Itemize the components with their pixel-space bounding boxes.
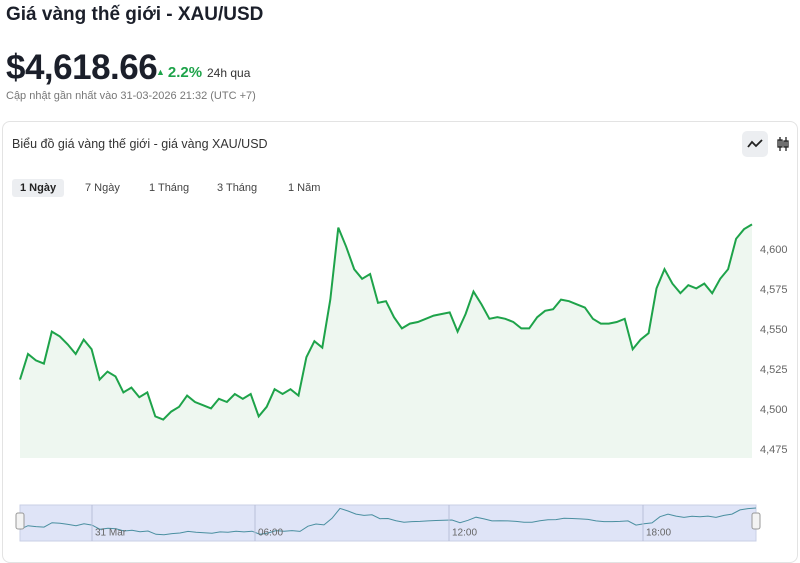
candle-chart-button[interactable] xyxy=(770,131,796,157)
change-period: 24h qua xyxy=(207,66,251,80)
range-tab[interactable]: 1 Ngày xyxy=(12,179,65,197)
y-tick-label: 4,475 xyxy=(760,444,788,456)
range-tab[interactable]: 3 Tháng xyxy=(209,179,265,197)
y-tick-label: 4,550 xyxy=(760,324,788,336)
card-title: Biểu đồ giá vàng thế giới - giá vàng XAU… xyxy=(12,137,268,151)
price-line xyxy=(19,223,753,421)
area xyxy=(20,224,752,458)
range-tab[interactable]: 1 Tháng xyxy=(141,179,197,197)
line-icon xyxy=(747,139,763,148)
range-tab[interactable]: 1 Năm xyxy=(280,179,328,197)
navigator-label: 18:00 xyxy=(646,528,671,539)
y-tick-label: 4,525 xyxy=(760,364,788,376)
range-tab[interactable]: 7 Ngày xyxy=(77,179,128,197)
y-tick-label: 4,575 xyxy=(760,284,788,296)
candle-icon xyxy=(777,137,789,151)
y-tick-label: 4,600 xyxy=(760,244,788,256)
navigator-line xyxy=(19,507,757,536)
navigator-label: 06:00 xyxy=(258,528,283,539)
change-value: 2.2% xyxy=(167,64,203,81)
price: $4,618.66 xyxy=(6,48,158,87)
navigator-handle xyxy=(15,512,25,530)
page: Giá vàng thế giới - XAU/USD $4,618.66 ▲ 2… xyxy=(2,4,798,563)
page-title: Giá vàng thế giới - XAU/USD xyxy=(6,4,264,25)
chart: 4,475 4,500 4,525 4,550 4,575 4,600 31 Mar 06:0… xyxy=(15,223,788,542)
navigator-handle xyxy=(751,512,761,530)
y-tick-label: 4,500 xyxy=(760,404,788,416)
updated: Cập nhật gần nhất vào 31-03-2026 21:32 (… xyxy=(6,90,256,102)
navigator-label: 12:00 xyxy=(452,528,477,539)
line-chart-button[interactable] xyxy=(742,131,768,157)
change: ▲ 2.2% xyxy=(156,64,203,81)
navigator-label: 31 Mar xyxy=(95,528,127,539)
